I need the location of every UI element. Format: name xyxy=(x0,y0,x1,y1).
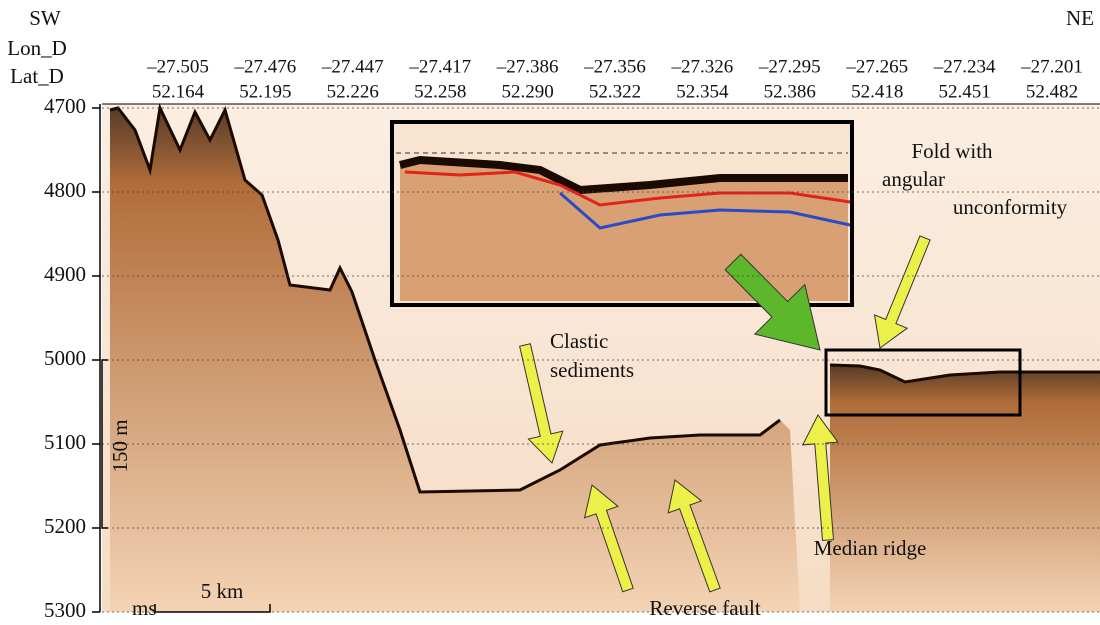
figure: 4700 4800 4900 5000 5100 5200 5300 –27.505 52.16… xyxy=(0,0,1100,625)
lat-tick-label: 52.258 xyxy=(414,81,466,102)
lat-tick-label: 52.482 xyxy=(1026,81,1078,102)
y-tick-label: 5300 xyxy=(44,598,86,622)
y-tick-label: 5200 xyxy=(44,514,86,538)
y-tick-label: 4900 xyxy=(44,262,86,286)
y-tick-label: 4700 xyxy=(44,94,86,118)
left-end: SW xyxy=(29,6,61,30)
lat-tick-label: 52.195 xyxy=(239,81,291,102)
lon-tick-label: –27.417 xyxy=(408,56,471,77)
y-tick-label: 5000 xyxy=(44,346,86,370)
lon-tick-label: –27.356 xyxy=(583,56,646,77)
lat-tick-label: 52.164 xyxy=(152,81,205,102)
lat-label: Lat_D xyxy=(10,64,64,88)
lat-tick-label: 52.386 xyxy=(764,81,816,102)
lat-tick-label: 52.451 xyxy=(938,81,990,102)
y-tick-label: 5100 xyxy=(44,430,86,454)
right-end: NE xyxy=(1066,6,1094,30)
annotation: unconformity xyxy=(953,195,1068,219)
lat-tick-label: 52.322 xyxy=(589,81,641,102)
lon-tick-label: –27.295 xyxy=(758,56,821,77)
annotation: Median ridge xyxy=(814,536,927,560)
horizontal-scale-label: 5 km xyxy=(201,579,244,603)
lon-tick-label: –27.201 xyxy=(1020,56,1083,77)
annotation: angular xyxy=(882,167,945,191)
annotation: sediments xyxy=(550,358,634,382)
lon-label: Lon_D xyxy=(7,36,67,60)
annotation: Fold with xyxy=(911,139,993,163)
lat-tick-label: 52.418 xyxy=(851,81,903,102)
lat-tick-label: 52.290 xyxy=(501,81,553,102)
inset xyxy=(392,122,852,305)
y-unit: ms xyxy=(132,596,157,620)
y-tick-label: 4800 xyxy=(44,178,86,202)
seafloor-east xyxy=(830,365,1100,612)
lon-tick-label: –27.447 xyxy=(321,56,384,77)
annotation: Reverse fault xyxy=(649,596,761,620)
lon-tick-label: –27.386 xyxy=(496,56,559,77)
lat-tick-label: 52.226 xyxy=(327,81,379,102)
lat-tick-label: 52.354 xyxy=(676,81,729,102)
annotation: Clastic xyxy=(550,329,608,353)
lon-tick-label: –27.265 xyxy=(845,56,908,77)
lon-tick-label: –27.234 xyxy=(933,56,996,77)
vertical-scale-label: 150 m xyxy=(108,419,132,472)
lon-tick-label: –27.326 xyxy=(671,56,734,77)
lon-tick-label: –27.476 xyxy=(234,56,297,77)
lon-tick-label: –27.505 xyxy=(146,56,209,77)
